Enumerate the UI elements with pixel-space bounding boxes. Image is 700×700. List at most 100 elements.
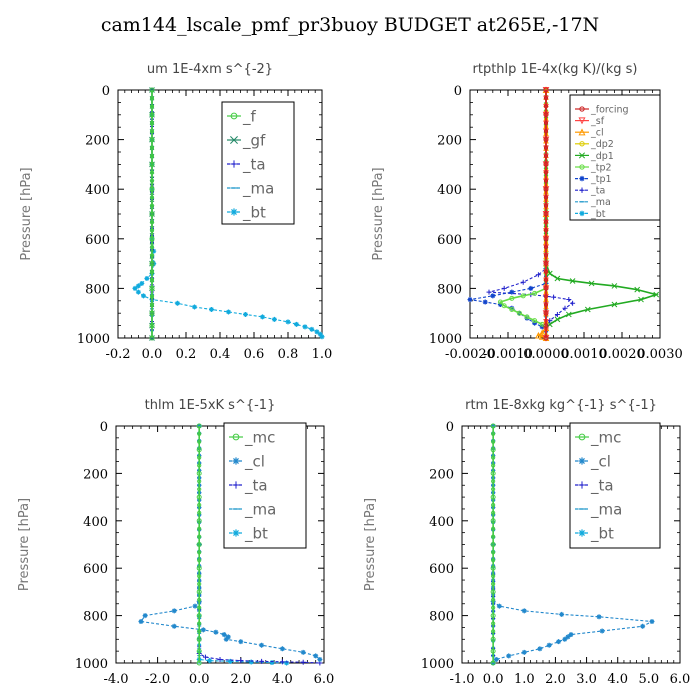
data-point (562, 305, 568, 311)
data-point (197, 550, 202, 555)
data-point (279, 659, 285, 665)
data-point (520, 293, 526, 299)
y-tick-label: 400 (85, 183, 110, 198)
data-point (496, 603, 502, 609)
legend-label: _cl (244, 452, 265, 471)
data-point (171, 608, 177, 614)
data-point (543, 323, 549, 329)
data-point (584, 306, 591, 313)
legend-label: _dp1 (590, 151, 614, 162)
data-point (144, 275, 150, 281)
panel-rtpthlp: rtpthlp 1E-4x(kg K)/(kg s) Pressure [hPa]… (371, 62, 683, 362)
legend-marker (578, 152, 586, 159)
data-point (149, 269, 155, 274)
data-point (149, 294, 155, 299)
y-tick-label: 0 (454, 84, 462, 99)
data-point (543, 120, 549, 126)
data-point (554, 275, 561, 282)
y-tick-label: 1000 (77, 332, 110, 347)
y-axis-label: Pressure [hPa] (17, 498, 32, 591)
legend-box (569, 94, 661, 221)
data-point (521, 649, 527, 655)
data-point (554, 311, 560, 317)
data-point (491, 581, 496, 587)
data-point (149, 323, 155, 329)
y-tick-label: 600 (85, 233, 110, 248)
legend-entry-tp1: _tp1 (575, 174, 612, 185)
series-line (498, 90, 547, 329)
series-line (492, 426, 654, 664)
data-point (532, 290, 538, 296)
data-point (313, 653, 319, 659)
y-axis-label: Pressure [hPa] (363, 498, 378, 591)
x-tick-label: 0.0 (142, 347, 163, 362)
legend-entry-mc: _mc (575, 428, 621, 447)
x-tick-label: 6.0 (670, 672, 691, 687)
data-point (197, 597, 202, 602)
legend-label: _f (242, 107, 257, 126)
data-point (196, 589, 202, 595)
data-point (200, 627, 206, 633)
legend-label: _tp2 (590, 162, 612, 173)
data-point (538, 333, 546, 340)
legend-marker (579, 187, 585, 193)
x-tick-label: 0.0010 (561, 347, 607, 362)
data-point (317, 331, 323, 337)
legend-label: _cl (590, 128, 604, 139)
data-point (149, 228, 155, 233)
data-point (149, 96, 155, 101)
data-point (491, 597, 496, 602)
data-point (227, 658, 233, 664)
data-point (314, 329, 320, 335)
data-point (149, 253, 155, 258)
data-point (300, 649, 306, 655)
data-point (638, 296, 644, 303)
data-point (197, 431, 202, 437)
legend-entry-ta: _ta (229, 476, 268, 495)
data-point (535, 331, 542, 339)
legend-label: _gf (242, 131, 266, 150)
legend-label: _dp2 (590, 139, 614, 150)
data-point (491, 431, 496, 437)
legend-entry-cl: _cl (575, 128, 604, 139)
data-point (309, 326, 315, 332)
y-tick-label: 400 (437, 183, 462, 198)
legend-marker (232, 481, 240, 489)
data-point (197, 463, 202, 468)
data-point (490, 494, 496, 500)
series-line (198, 426, 320, 664)
data-point (562, 636, 568, 642)
data-point (149, 278, 155, 283)
legend-label: _ta (242, 155, 266, 174)
y-tick-label: 1000 (421, 657, 454, 672)
x-tick-label: 4.0 (272, 672, 293, 687)
data-point (197, 455, 202, 460)
data-point (543, 161, 549, 167)
legend-label: _ta (590, 186, 605, 197)
data-point (493, 656, 499, 662)
y-axis-label: Pressure [hPa] (19, 167, 34, 260)
data-point (149, 178, 155, 184)
data-point (546, 270, 553, 277)
data-point (196, 423, 202, 429)
data-point (149, 203, 155, 208)
legend-label: _bt (590, 524, 614, 543)
data-point (490, 565, 496, 571)
legend-marker (232, 433, 240, 441)
data-point (611, 283, 618, 289)
data-point (543, 203, 549, 208)
data-point (279, 646, 285, 652)
data-point (501, 303, 507, 309)
legend-entry-bt: _bt (575, 209, 606, 220)
figure-title: cam144_lscale_pmf_pr3buoy BUDGET at265E,… (100, 14, 600, 36)
y-tick-label: 1000 (429, 332, 462, 347)
data-point (149, 112, 155, 118)
legend-marker (579, 175, 585, 182)
data-point (482, 299, 488, 305)
data-point (197, 526, 202, 531)
data-point (192, 304, 197, 310)
legend-label: _mc (590, 428, 621, 447)
data-point (491, 526, 496, 531)
legend-marker (578, 481, 586, 489)
legend-entry-forcing: _forcing (575, 104, 629, 115)
